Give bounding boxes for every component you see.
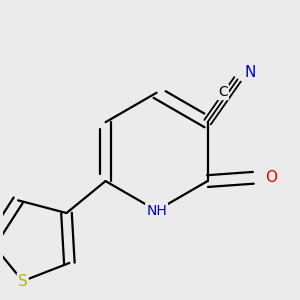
Text: O: O [265, 170, 277, 185]
Text: S: S [18, 274, 28, 289]
Text: C: C [218, 85, 228, 99]
Text: N: N [245, 65, 256, 80]
Text: NH: NH [146, 203, 167, 218]
